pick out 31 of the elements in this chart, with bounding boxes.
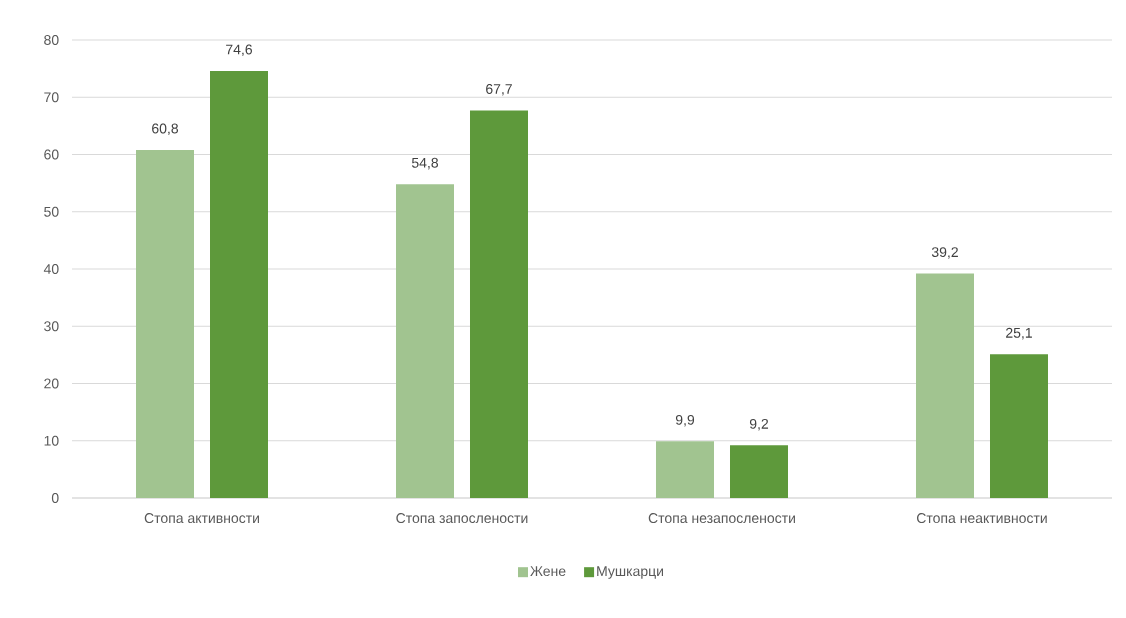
bar	[470, 110, 528, 498]
x-tick-label: Стопа активности	[144, 513, 259, 524]
y-tick-label: 40	[43, 264, 59, 274]
data-label: 25,1	[1006, 327, 1032, 340]
bar	[396, 184, 454, 498]
y-tick-label: 70	[44, 92, 59, 103]
x-tick-label: Стопа незапослености	[648, 513, 795, 524]
bar	[990, 354, 1048, 498]
data-label: 39,2	[931, 247, 958, 259]
data-label: 60,8	[152, 123, 179, 136]
x-tick-label: Стопа неактивности	[916, 513, 1047, 524]
data-label: 54,8	[411, 157, 439, 170]
y-tick-label: 10	[44, 435, 59, 446]
bar	[915, 273, 974, 498]
bar	[656, 441, 714, 498]
bar	[730, 445, 788, 498]
y-tick-label: 80	[44, 35, 59, 45]
legend-label: Жене	[530, 566, 566, 577]
bar	[136, 149, 194, 498]
y-tick-label: 50	[44, 206, 59, 217]
data-label: 74,6	[226, 44, 252, 57]
bar	[210, 70, 268, 498]
y-tick-label: 30	[44, 321, 59, 332]
y-tick-label: 20	[44, 378, 59, 389]
legend-label: Мушкарци	[597, 566, 664, 579]
x-tick-label: Стопа запослености	[396, 513, 528, 524]
y-tick-label: 60	[44, 149, 59, 160]
data-label: 9,9	[675, 414, 695, 427]
y-tick-label: 0	[51, 493, 59, 503]
data-label: 67,7	[486, 83, 512, 96]
data-label: 9,2	[749, 418, 769, 431]
